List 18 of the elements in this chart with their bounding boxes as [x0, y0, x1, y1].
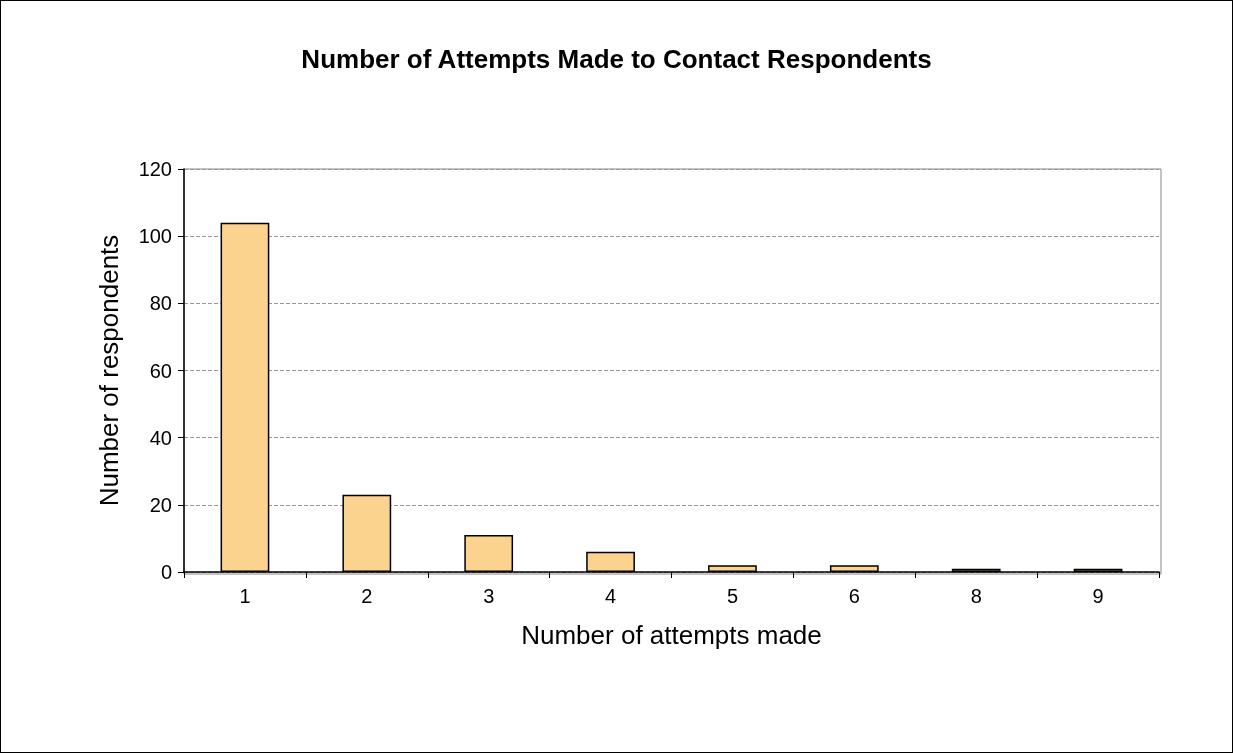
x-tick-label: 9 — [1092, 585, 1104, 607]
x-tick-label: 3 — [483, 585, 495, 607]
y-tick-label: 0 — [160, 561, 172, 583]
y-tick-label: 60 — [149, 359, 172, 382]
x-tick-label: 4 — [605, 585, 617, 607]
x-tick-label: 5 — [726, 585, 738, 607]
x-axis-title: Number of attempts made — [521, 620, 822, 650]
x-tick-label: 2 — [361, 585, 373, 607]
y-tick-label: 120 — [138, 158, 172, 180]
x-tick-label: 1 — [239, 585, 251, 607]
y-tick-label: 40 — [149, 426, 172, 449]
chart-title: Number of Attempts Made to Contact Respondents — [301, 44, 932, 74]
y-tick-label: 20 — [149, 493, 172, 516]
y-tick-label: 100 — [138, 225, 172, 248]
y-axis-title: Number of respondents — [94, 234, 124, 507]
x-tick-label: 8 — [970, 585, 982, 607]
y-tick-label: 80 — [149, 292, 172, 315]
x-tick-label: 6 — [848, 585, 860, 607]
